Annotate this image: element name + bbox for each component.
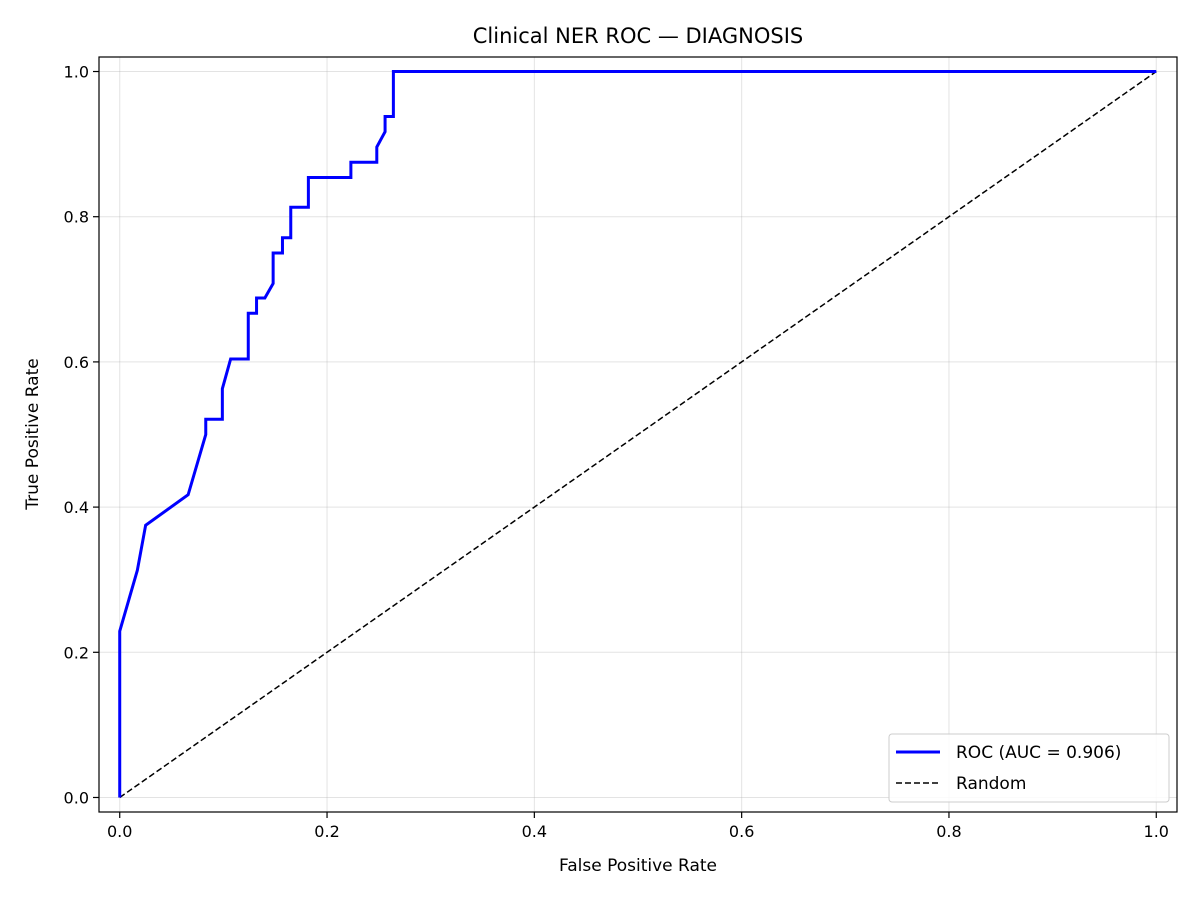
x-tick-label: 0.6	[729, 822, 754, 841]
y-tick-label: 0.0	[64, 788, 89, 807]
y-axis-label: True Positive Rate	[23, 358, 43, 510]
y-tick-label: 1.0	[64, 63, 89, 82]
x-tick-label: 1.0	[1144, 822, 1169, 841]
y-tick-label: 0.4	[64, 498, 89, 517]
x-tick-label: 0.0	[107, 822, 132, 841]
grid	[99, 57, 1177, 812]
legend-random-label: Random	[956, 774, 1026, 794]
legend-roc-label: ROC (AUC = 0.906)	[956, 743, 1121, 763]
legend-box	[888, 733, 1170, 803]
chart-title: Clinical NER ROC — DIAGNOSIS	[473, 24, 804, 48]
plot-frame	[98, 56, 1178, 813]
x-axis-label: False Positive Rate	[559, 856, 717, 876]
ticks: 0.0 0.2 0.4 0.6 0.8 1.0 0.0 0.2 0.4 0.6 0.8 1.0	[64, 63, 1169, 841]
legend: ROC (AUC = 0.906) Random	[888, 733, 1170, 803]
x-tick-label: 0.4	[522, 822, 547, 841]
x-tick-label: 0.8	[936, 822, 961, 841]
y-tick-label: 0.2	[64, 643, 89, 662]
y-tick-label: 0.6	[64, 353, 89, 372]
random-baseline-line	[119, 70, 1157, 799]
y-tick-label: 0.8	[64, 208, 89, 227]
roc-curve-line	[118, 70, 1157, 798]
series-layer	[118, 70, 1157, 799]
x-tick-label: 0.2	[314, 822, 339, 841]
